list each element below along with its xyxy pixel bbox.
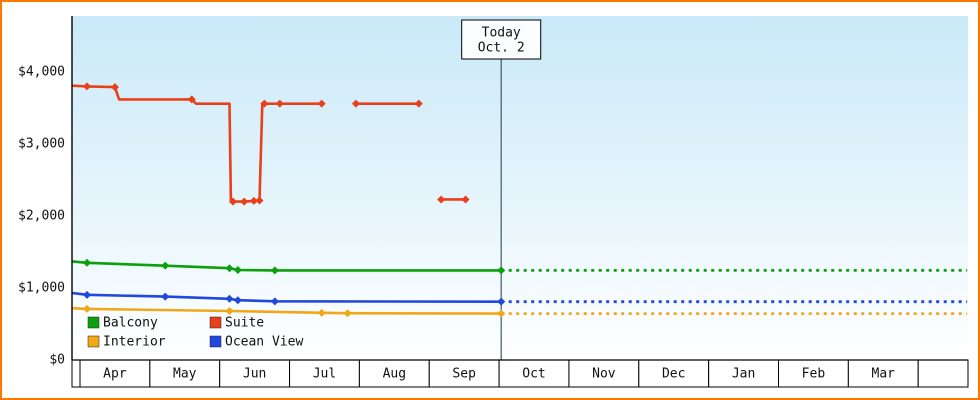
month-label: Oct (522, 367, 545, 382)
legend-swatch-interior-icon (87, 335, 100, 348)
month-label: Aug (383, 367, 406, 382)
data-point-marker (497, 297, 506, 306)
data-point-marker (225, 264, 234, 273)
today-label-line: Today (482, 26, 521, 41)
legend-item-interior: Interior (87, 335, 166, 350)
data-point-marker (414, 99, 423, 108)
data-point-marker (225, 307, 234, 316)
data-point-marker (275, 99, 284, 108)
legend-swatch-balcony-icon (87, 316, 100, 329)
data-point-marker (82, 304, 91, 313)
series-ocean-view (72, 290, 968, 306)
data-point-marker (497, 266, 506, 275)
data-point-marker (317, 308, 326, 317)
data-point-marker (110, 83, 119, 92)
data-point-marker (343, 309, 352, 318)
month-cell (358, 359, 430, 388)
data-point-marker (270, 297, 279, 306)
month-label: Apr (103, 367, 127, 382)
y-axis-label: $4,000 (18, 65, 65, 80)
data-point-marker (187, 95, 196, 104)
y-axis-label: $1,000 (18, 281, 65, 296)
legend-swatch-suite-icon (209, 316, 222, 329)
data-point-marker (351, 99, 360, 108)
series-suite (72, 82, 470, 206)
month-label: Sep (452, 367, 476, 382)
data-point-marker (249, 196, 258, 205)
data-point-marker (228, 197, 237, 206)
legend-item-suite: Suite (209, 316, 264, 331)
legend-item-balcony: Balcony (87, 316, 158, 331)
data-point-marker (233, 266, 242, 274)
month-cell (498, 359, 570, 388)
data-point-marker (317, 99, 326, 108)
plot-background (72, 16, 968, 360)
today-box-border (461, 19, 542, 60)
y-axis-label: $3,000 (18, 137, 65, 152)
data-point-marker (233, 296, 242, 305)
data-point-marker (240, 197, 249, 206)
data-point-marker (255, 196, 264, 205)
y-axis-label: $2,000 (18, 209, 65, 224)
month-label: Dec (662, 367, 685, 382)
data-point-marker (82, 82, 91, 91)
month-label: Feb (802, 367, 826, 382)
month-label: Jul (313, 367, 336, 382)
month-cell (428, 359, 500, 388)
data-point-marker (260, 99, 269, 108)
month-cell (917, 359, 969, 388)
data-point-marker (161, 292, 170, 301)
data-point-marker (437, 195, 446, 204)
month-label: May (173, 367, 197, 382)
series-interior (72, 304, 968, 318)
month-label: Jan (732, 367, 755, 382)
month-cell (71, 359, 81, 388)
legend-label: Ocean View (225, 335, 303, 350)
series-balcony (72, 258, 968, 275)
legend-label: Suite (225, 316, 264, 331)
data-point-marker (270, 266, 279, 275)
month-label: Nov (592, 367, 616, 382)
month-cell (568, 359, 640, 388)
legend-label: Balcony (103, 316, 158, 331)
data-point-marker (82, 290, 91, 299)
data-point-marker (225, 294, 234, 303)
month-cell (79, 359, 151, 388)
data-point-marker (461, 195, 470, 204)
data-point-marker (161, 261, 170, 270)
x-axis-month-row: Apr May Jun Jul Aug Sep Oct Nov Dec Jan Feb Mar (71, 359, 969, 388)
data-point-marker (497, 309, 506, 318)
legend-item-ocean-view: Ocean View (209, 335, 303, 350)
month-cell (847, 359, 919, 388)
month-label: Mar (872, 367, 896, 382)
month-label: Jun (243, 367, 266, 382)
data-point-marker (82, 258, 91, 267)
legend-label: Interior (103, 335, 166, 350)
today-label-line: Oct. 2 (478, 41, 525, 56)
month-cell (778, 359, 849, 388)
legend-swatch-ocean-view-icon (209, 335, 222, 348)
y-axis-label: $0 (49, 353, 65, 368)
legend: Balcony Suite Interior Ocean View (87, 316, 303, 350)
